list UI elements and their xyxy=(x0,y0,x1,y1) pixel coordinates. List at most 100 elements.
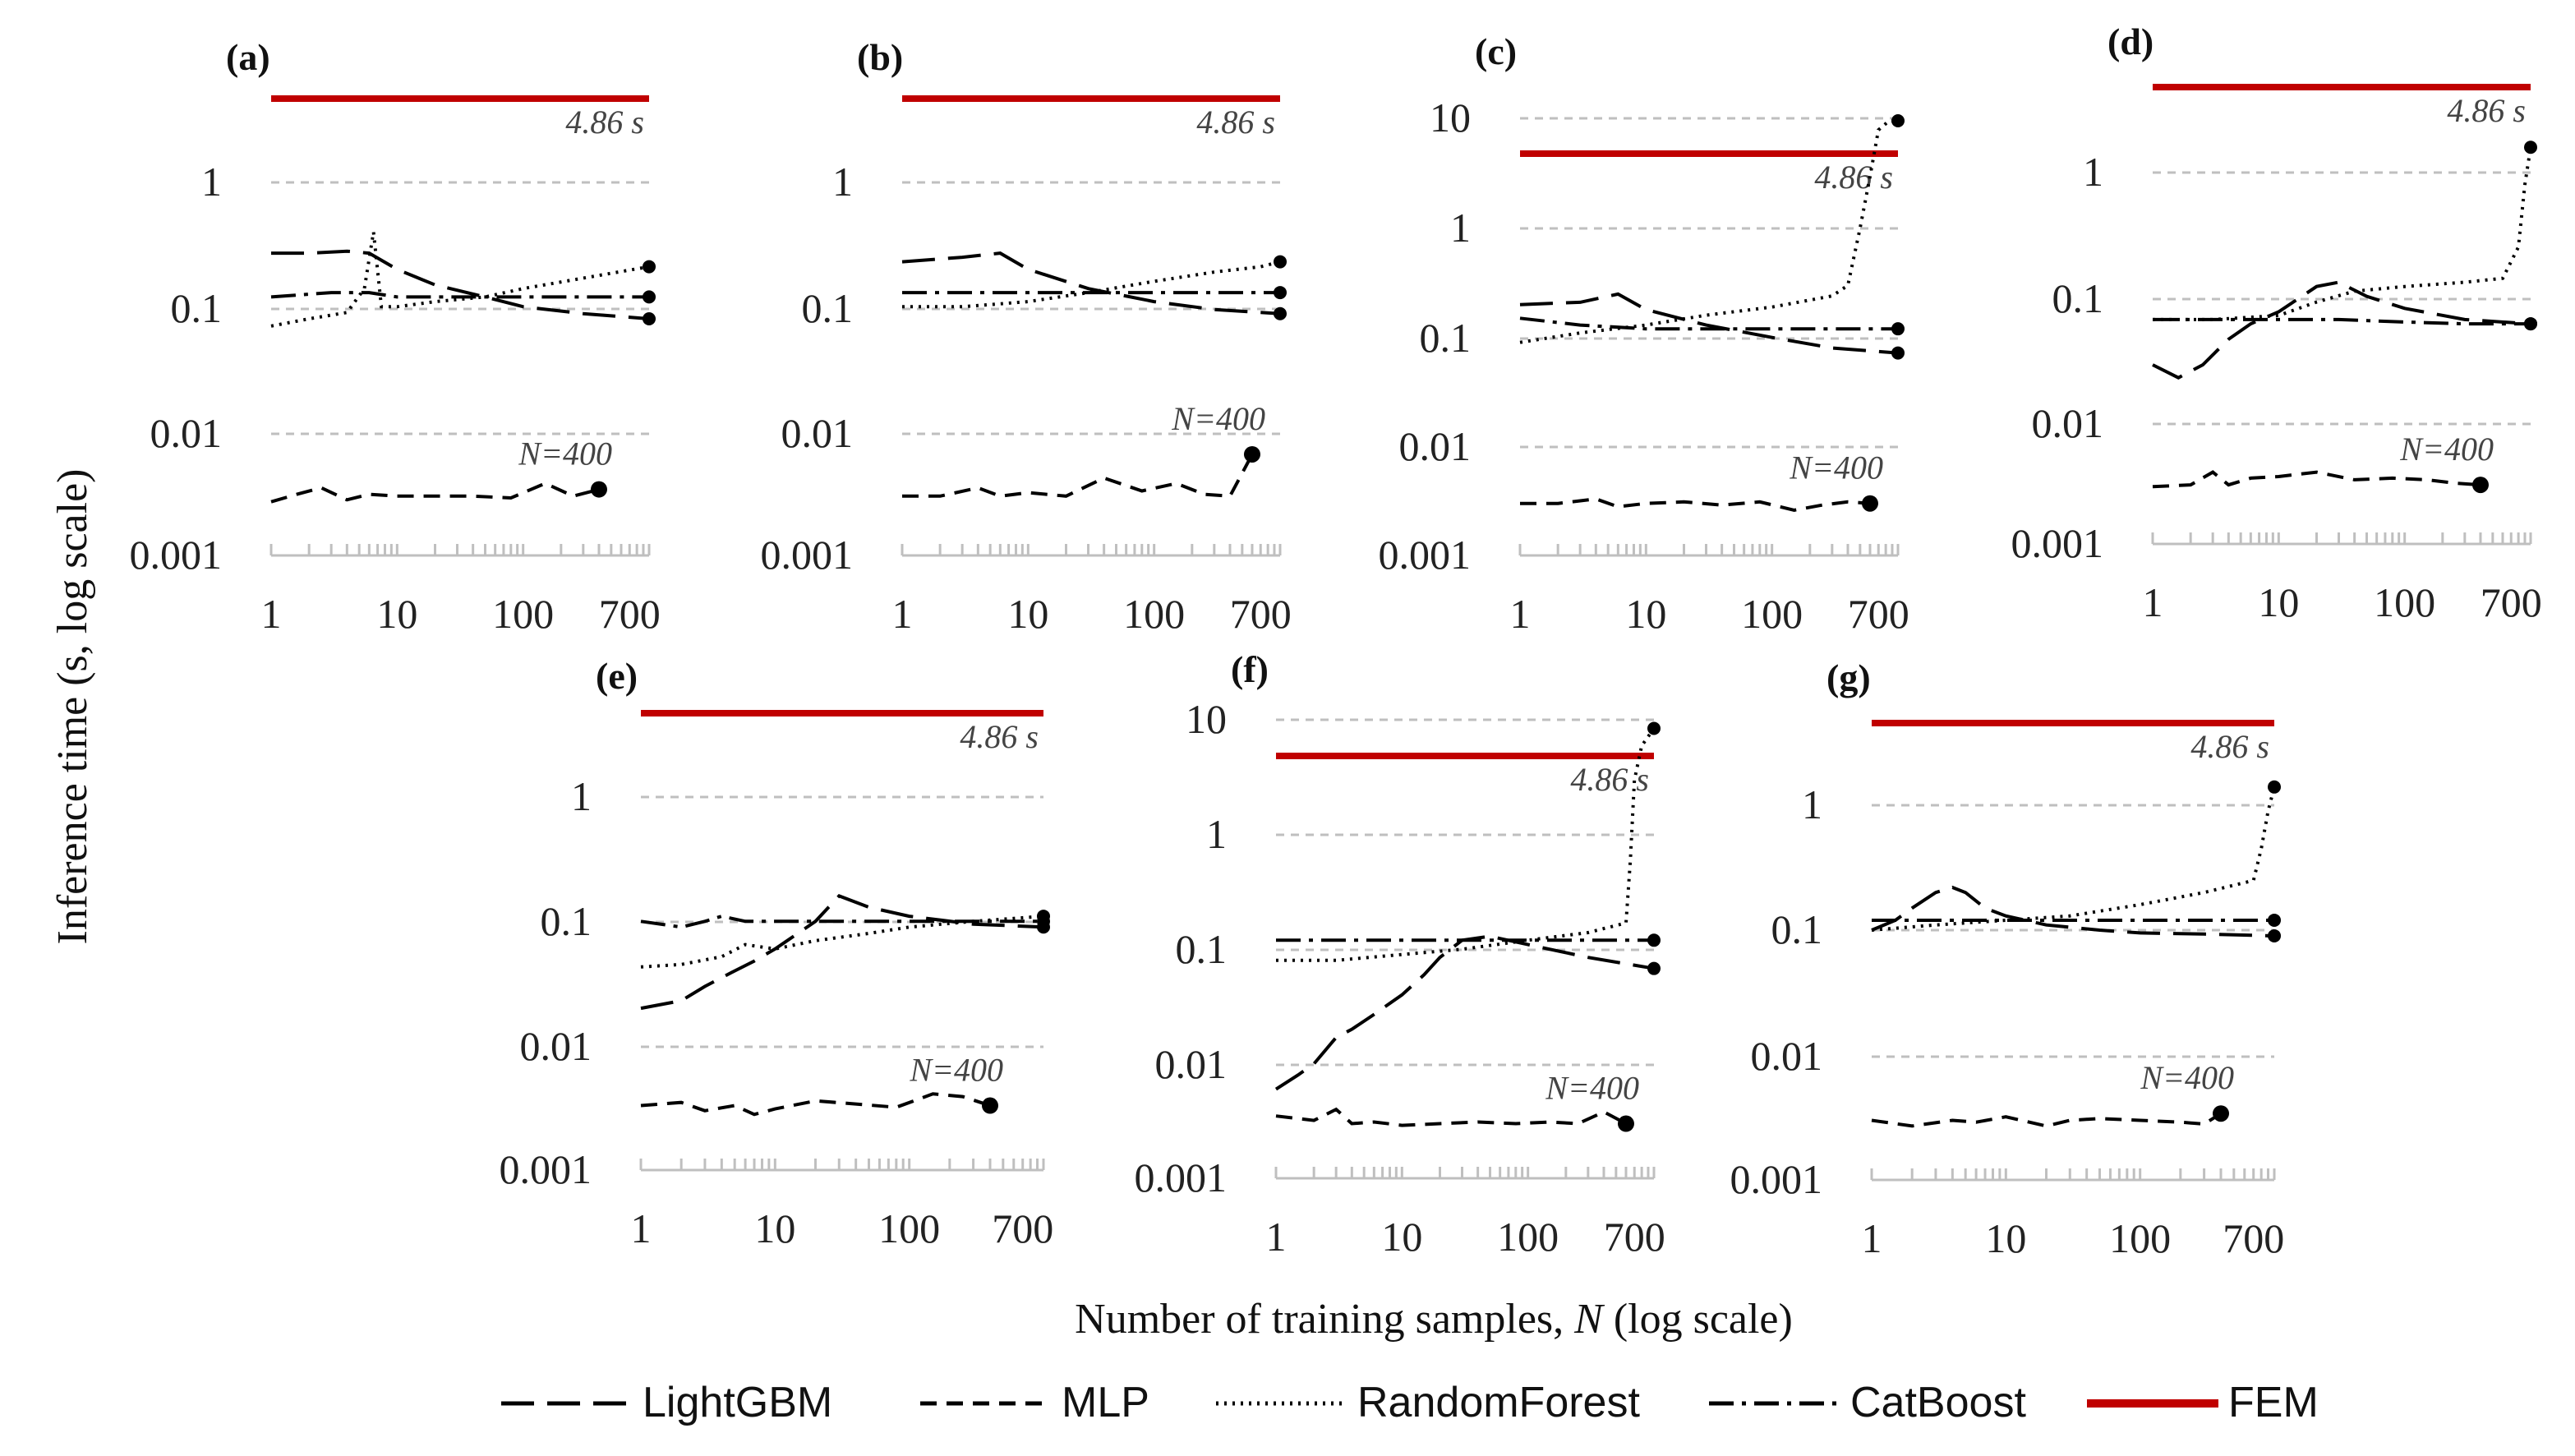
legend: LightGBM MLP RandomForest CatBoost FEM xyxy=(501,1379,2319,1426)
panel-label: (a) xyxy=(226,36,270,78)
series-end-marker-randomforest xyxy=(1274,255,1287,269)
series-end-marker-catboost xyxy=(643,290,656,304)
x-tick-label: 700 xyxy=(2223,1215,2284,1261)
series-end-marker-lightgbm xyxy=(1274,306,1287,320)
x-tick-label: 100 xyxy=(1497,1214,1559,1260)
x-tick-label: 700 xyxy=(599,591,661,637)
x-tick-label: 700 xyxy=(1230,591,1292,637)
panel-e: (e) 0.001 0.01 0.1 1 1 10 100 700 4.86 s N=400 xyxy=(500,655,1054,1251)
legend-label: MLP xyxy=(1062,1379,1149,1426)
panel-a: (a) 0.001 0.01 0.1 1 1 10 100 700 4.86 s N=400 xyxy=(130,36,661,637)
series-end-marker-mlp xyxy=(982,1097,999,1114)
series-line-lightgbm xyxy=(2152,280,2531,380)
series-line-lightgbm xyxy=(901,251,1281,316)
panel-f: (f) 0.001 0.01 0.1 1 10 1 10 100 700 4.86 s N=400 xyxy=(1135,648,1665,1260)
series-line-randomforest xyxy=(1519,119,1898,344)
y-tick-label: 1 xyxy=(832,159,853,205)
y-axis-title: Inference time (s, log scale) xyxy=(49,469,96,945)
y-tick-label: 1 xyxy=(1802,781,1822,827)
series-line-mlp xyxy=(270,481,600,504)
series-line-mlp xyxy=(1520,497,1871,512)
panel-label: (e) xyxy=(596,655,638,697)
legend-item-fem: FEM xyxy=(2087,1379,2319,1426)
legend-item-catboost: CatBoost xyxy=(1709,1379,2026,1426)
series-line-catboost xyxy=(1519,316,1898,331)
y-tick-label: 0.01 xyxy=(781,410,854,456)
panel-label: (f) xyxy=(1231,648,1269,690)
y-tick-label: 0.001 xyxy=(500,1146,592,1192)
x-tick-label: 10 xyxy=(2258,579,2299,625)
panel-label: (d) xyxy=(2107,21,2154,62)
legend-label: LightGBM xyxy=(643,1379,832,1426)
y-tick-label: 0.001 xyxy=(1379,532,1472,578)
y-tick-label: 1 xyxy=(571,773,592,819)
x-tick-label: 1 xyxy=(1510,591,1531,637)
series-line-catboost xyxy=(270,291,649,299)
series-end-marker-mlp xyxy=(1243,445,1260,463)
y-tick-label: 0.01 xyxy=(1155,1041,1228,1087)
panel-label: (c) xyxy=(1475,30,1517,72)
series-line-randomforest xyxy=(640,915,1044,969)
y-tick-label: 0.01 xyxy=(1399,423,1472,469)
x-axis-title-suffix: (log scale) xyxy=(1603,1296,1793,1343)
panel-g: (g) 0.001 0.01 0.1 1 1 10 100 700 4.86 s N=400 xyxy=(1730,657,2285,1261)
y-tick-label: 0.1 xyxy=(171,285,223,331)
fem-label: 4.86 s xyxy=(1196,104,1275,141)
y-tick-label: 0.1 xyxy=(1176,926,1228,972)
x-tick-label: 1 xyxy=(631,1205,652,1251)
series-end-marker-randomforest xyxy=(643,260,656,274)
series-line-randomforest xyxy=(2153,146,2532,321)
x-axis-title-prefix: Number of training samples, xyxy=(1075,1296,1574,1343)
series-end-marker-catboost xyxy=(1647,933,1661,947)
n-label: N=400 xyxy=(909,1052,1003,1089)
series-end-marker-lightgbm xyxy=(1891,346,1905,360)
panel-label: (g) xyxy=(1826,657,1871,698)
x-axis-title: Number of training samples, N (log scale… xyxy=(1075,1296,1793,1343)
y-tick-label: 0.01 xyxy=(520,1023,592,1069)
x-tick-label: 700 xyxy=(992,1205,1053,1251)
y-tick-label: 0.001 xyxy=(130,532,223,578)
series-line-mlp xyxy=(2152,470,2481,489)
n-label: N=400 xyxy=(1545,1070,1639,1107)
x-tick-label: 700 xyxy=(2481,579,2542,625)
x-tick-label: 100 xyxy=(2109,1215,2171,1261)
fem-label: 4.86 s xyxy=(2190,728,2269,765)
y-tick-label: 0.01 xyxy=(1751,1033,1823,1079)
y-tick-label: 10 xyxy=(1186,696,1227,742)
x-tick-label: 10 xyxy=(1007,591,1048,637)
series-end-marker-catboost xyxy=(1274,286,1287,300)
y-tick-label: 0.001 xyxy=(1730,1156,1823,1202)
x-tick-label: 700 xyxy=(1604,1214,1665,1260)
fem-label: 4.86 s xyxy=(2447,92,2526,129)
y-tick-label: 0.001 xyxy=(2011,520,2104,566)
y-tick-label: 0.1 xyxy=(1420,315,1472,361)
x-tick-label: 10 xyxy=(1381,1214,1422,1260)
series-line-randomforest xyxy=(1871,786,2276,932)
series-line-lightgbm xyxy=(271,249,650,320)
panels: (a) 0.001 0.01 0.1 1 1 10 100 700 4.86 s N=400 (b) 0… xyxy=(130,21,2542,1261)
x-tick-label: 1 xyxy=(892,591,913,637)
n-label: N=400 xyxy=(1789,449,1883,486)
y-tick-label: 1 xyxy=(2083,149,2103,195)
x-tick-label: 700 xyxy=(1848,591,1909,637)
x-tick-label: 1 xyxy=(261,591,282,637)
y-tick-label: 0.1 xyxy=(541,898,592,944)
y-tick-label: 0.001 xyxy=(1135,1154,1228,1200)
series-end-marker-mlp xyxy=(2213,1105,2230,1122)
fem-label: 4.86 s xyxy=(1814,159,1893,196)
x-tick-label: 10 xyxy=(754,1205,795,1251)
x-tick-label: 10 xyxy=(1985,1215,2026,1261)
y-tick-label: 0.001 xyxy=(761,532,854,578)
y-tick-label: 0.01 xyxy=(2032,400,2104,446)
series-end-marker-mlp xyxy=(1617,1115,1634,1132)
x-tick-label: 1 xyxy=(1266,1214,1287,1260)
series-line-mlp xyxy=(640,1092,991,1117)
panel-c: (c) 0.001 0.01 0.1 1 10 1 10 100 700 4.86 s N=400 xyxy=(1379,30,1909,637)
n-label: N=400 xyxy=(2399,431,2494,468)
series-end-marker-catboost xyxy=(1891,322,1905,336)
x-axis-title-variable: N xyxy=(1573,1296,1605,1343)
series-end-marker-mlp xyxy=(590,481,607,498)
series-end-marker-mlp xyxy=(2471,477,2489,494)
legend-item-lightgbm: LightGBM xyxy=(501,1379,832,1426)
